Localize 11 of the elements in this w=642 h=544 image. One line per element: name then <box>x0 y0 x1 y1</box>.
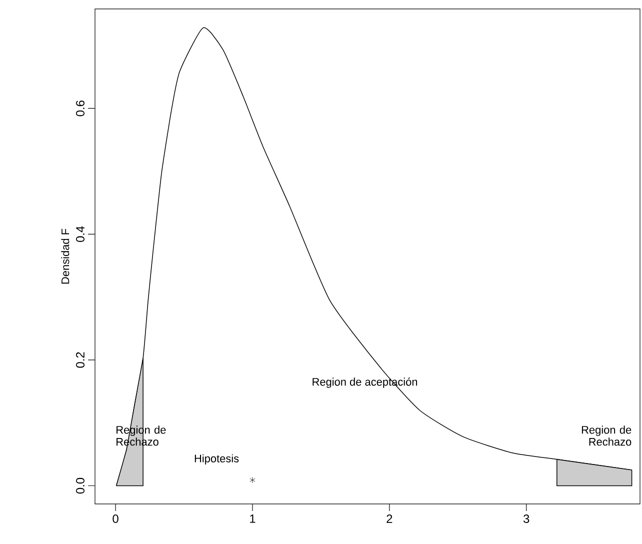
x-tick-label: 0 <box>112 514 118 523</box>
annotation: Hipotesis <box>194 454 239 465</box>
y-tick-label: 0.4 <box>76 226 84 242</box>
x-tick-label: 3 <box>523 514 530 523</box>
annotation: Region de Rechazo <box>582 426 632 446</box>
y-tick-label: 0.2 <box>76 352 84 368</box>
x-tick-label: 2 <box>386 514 392 523</box>
y-tick-label: 0.0 <box>76 478 84 494</box>
y-axis-title: Densidad F <box>61 228 70 284</box>
x-tick-label: 1 <box>250 514 256 523</box>
y-tick-label: 0.6 <box>76 100 84 116</box>
